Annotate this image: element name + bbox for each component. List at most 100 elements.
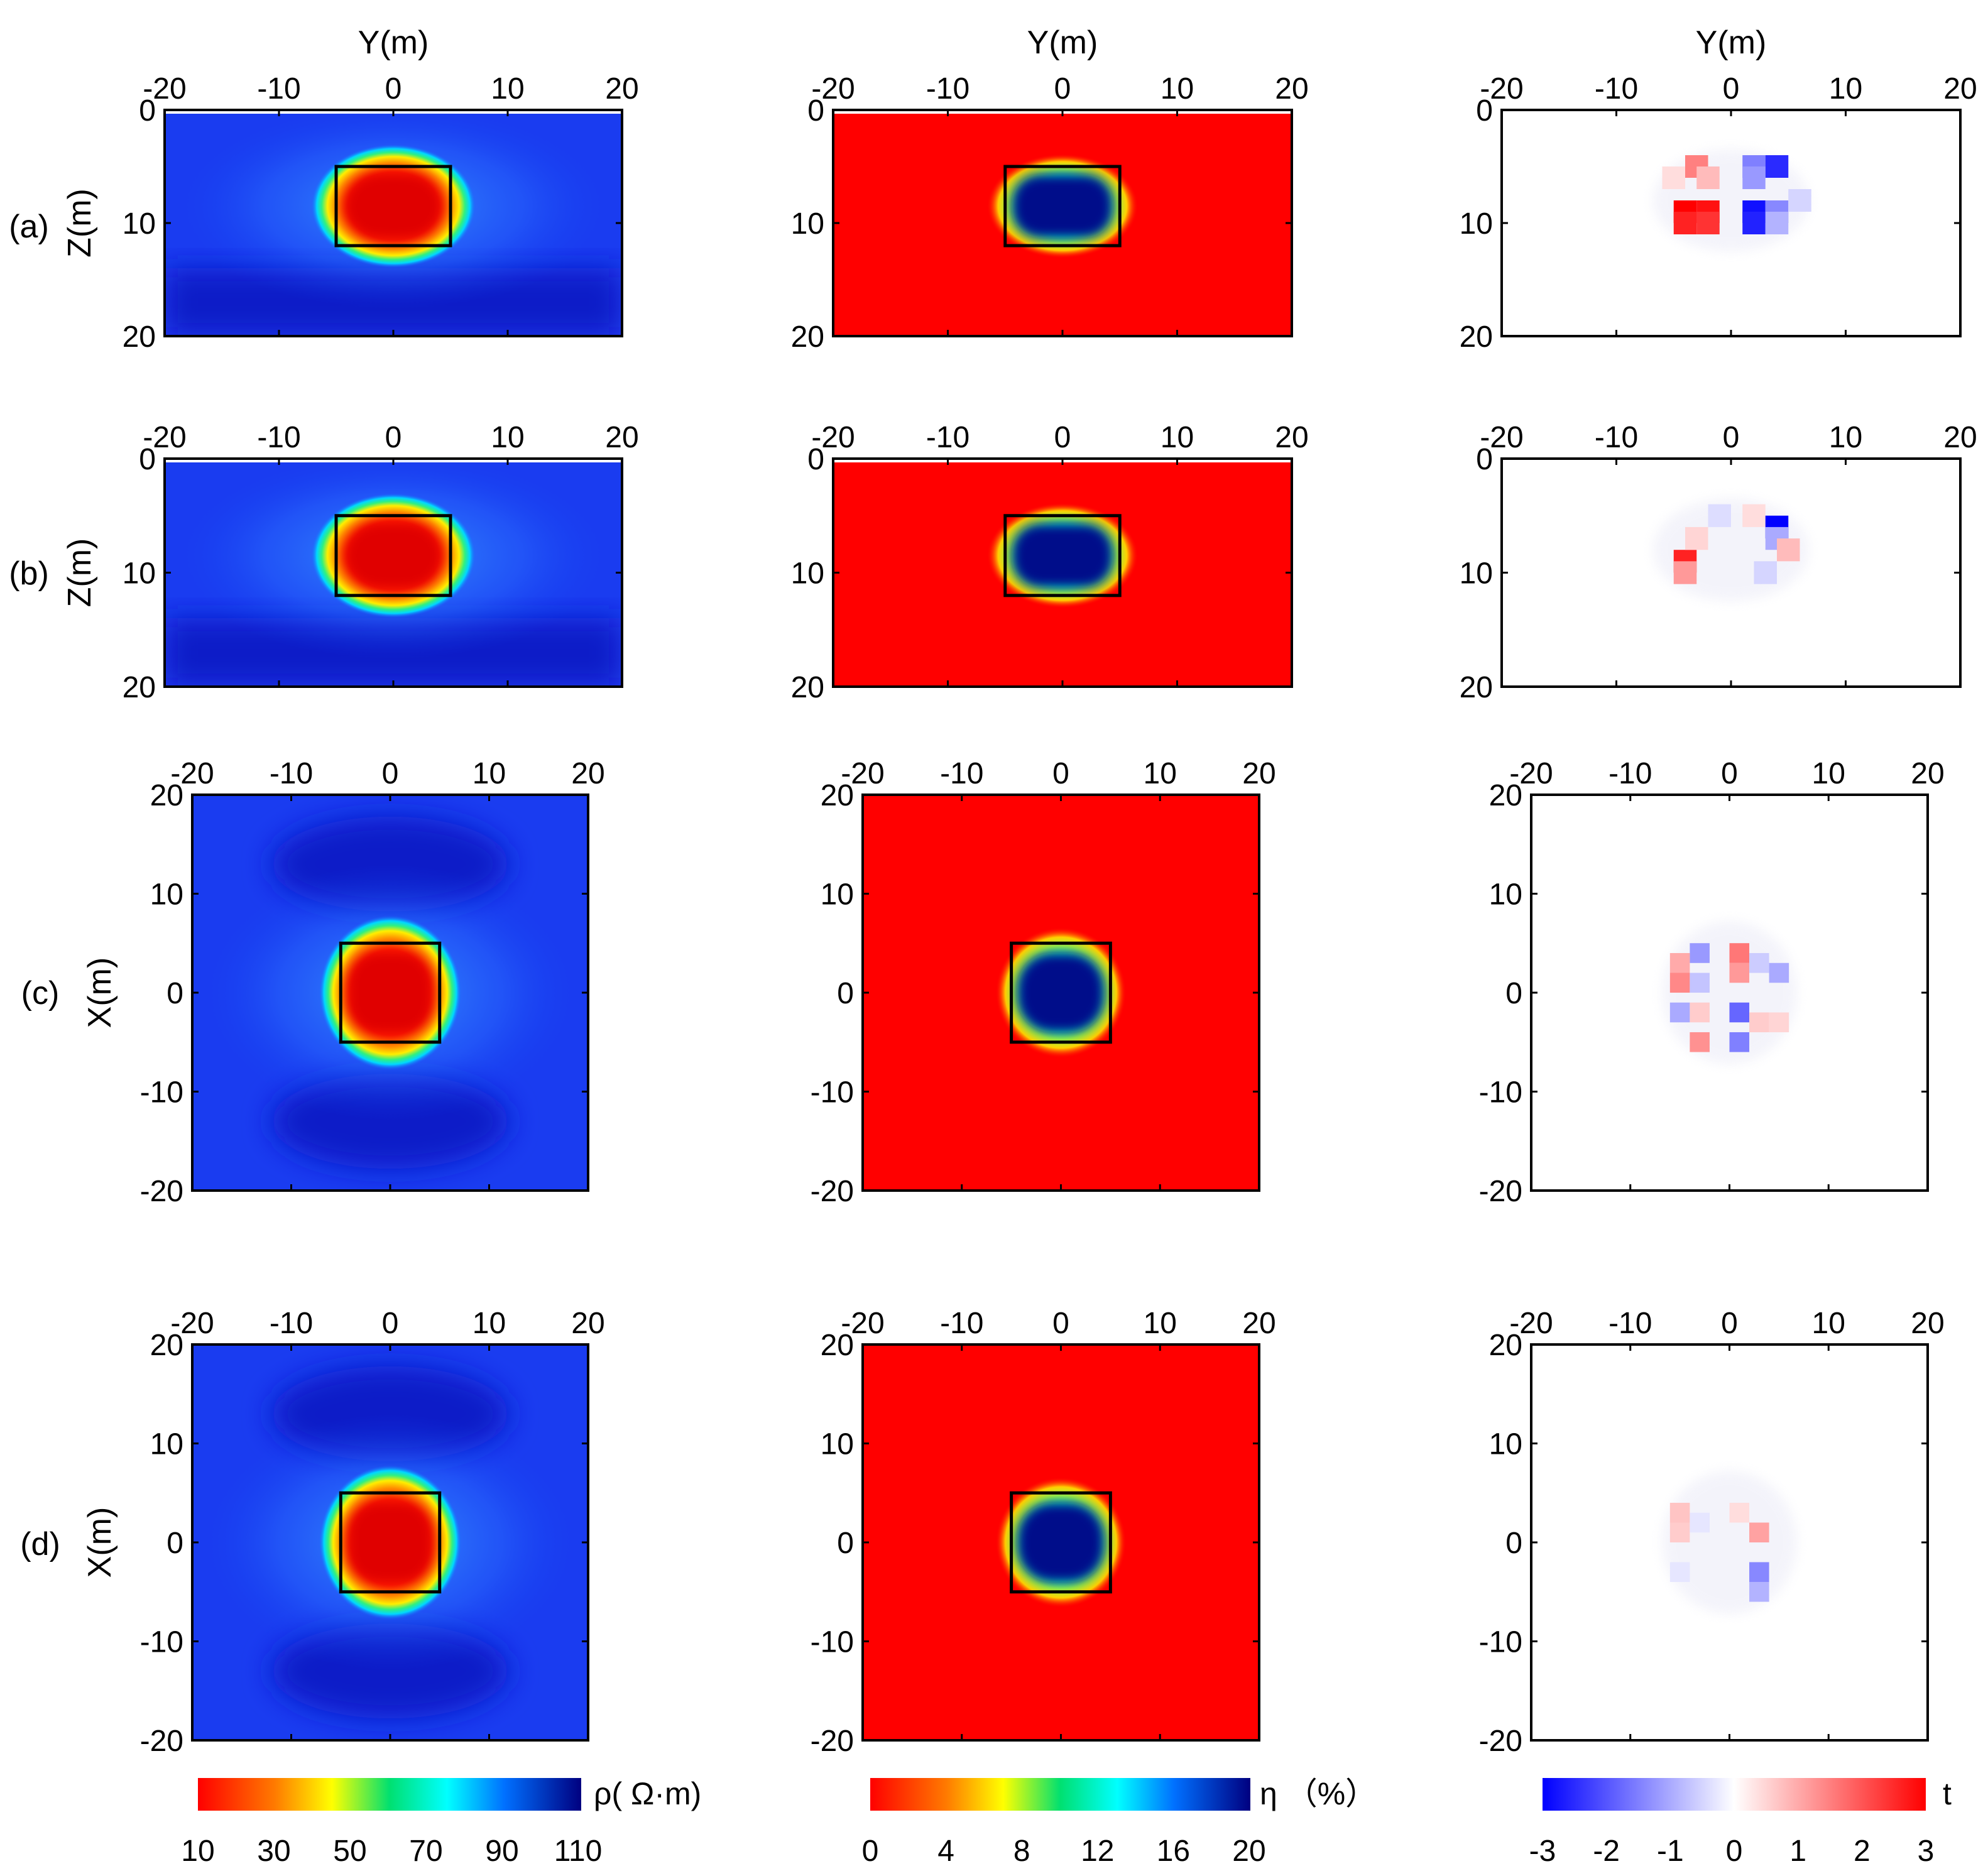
y-axis-title: Z(m) (62, 188, 98, 258)
y-tick-label: 0 (1476, 94, 1493, 128)
x-tick-label: 0 (1721, 1307, 1738, 1340)
y-tick-label: 20 (123, 671, 156, 704)
data-cell (1729, 1032, 1750, 1052)
x-tick-label: -10 (940, 757, 983, 790)
panel-b1: -20 -10 0 10 20 0 10 20 Z(m) (62, 421, 639, 704)
colorbar-tick-label: 3 (1918, 1835, 1935, 1868)
anomaly-box (334, 165, 452, 248)
y-tick-label: 0 (837, 1527, 854, 1560)
x-tick-label: -10 (270, 1307, 313, 1340)
x-tick-label: 10 (1144, 1307, 1177, 1340)
anomaly-center (348, 953, 432, 1032)
y-tick-label: 20 (791, 320, 824, 354)
x-tick-label: 10 (1144, 757, 1177, 790)
x-tick-label: 10 (1812, 757, 1845, 790)
x-tick-label: 0 (1723, 421, 1740, 454)
y-tick-label: -10 (811, 1626, 854, 1659)
x-tick-label: -10 (1608, 1307, 1652, 1340)
y-tick-label: 0 (1505, 1527, 1522, 1560)
x-axis-title: Y(m) (1027, 25, 1098, 61)
colorbar-chargeability: η （%） 0 4 8 12 16 20 (862, 1776, 1377, 1868)
anomaly-center (348, 1503, 432, 1582)
y-tick-label: 10 (791, 207, 824, 241)
data-cell (1749, 1581, 1769, 1602)
colorbar-tick-label: 2 (1854, 1835, 1871, 1868)
x-tick-label: -20 (1509, 1307, 1553, 1340)
anomaly-box (339, 941, 442, 1044)
panel-a1: -20 -10 0 10 20 0 10 20 Y(m) Z(m) (62, 25, 639, 354)
anomaly-core (1012, 523, 1113, 588)
colorbar-tick-label: 12 (1081, 1835, 1114, 1868)
plot-area-b2 (833, 459, 1292, 687)
data-cell (1690, 943, 1710, 963)
plot-area-a1 (165, 110, 622, 336)
data-cell (1690, 1512, 1710, 1533)
y-tick-label: 0 (807, 94, 824, 128)
y-tick-label: 10 (821, 1428, 854, 1461)
x-tick-label: -20 (1480, 421, 1523, 454)
x-tick-label: -20 (170, 1307, 214, 1340)
x-tick-label: 20 (605, 421, 638, 454)
colorbar-tick-label: 0 (1726, 1835, 1743, 1868)
data-cell (1729, 963, 1750, 983)
data-cell (1769, 963, 1789, 983)
anomaly-center (345, 523, 442, 588)
panel-a3: -20 -10 0 10 20 0 10 20 Y(m) (1460, 25, 1977, 354)
colorbar-resistivity: ρ( Ω·m) 10 30 50 70 90 110 (181, 1776, 701, 1868)
y-tick-label: 0 (807, 443, 824, 476)
x-tick-label: 20 (571, 757, 604, 790)
x-tick-label: 0 (382, 757, 399, 790)
x-axis-title: Y(m) (358, 25, 429, 61)
y-tick-label: 20 (150, 1329, 183, 1362)
x-tick-label: -10 (1595, 421, 1638, 454)
anomaly-box (339, 1491, 442, 1594)
x-tick-label: 10 (472, 1307, 506, 1340)
y-tick-label: 0 (167, 1527, 183, 1560)
data-cell (1690, 1032, 1710, 1052)
data-cell (1749, 1522, 1769, 1543)
anomaly-box (1003, 165, 1122, 248)
y-tick-label: -10 (140, 1626, 183, 1659)
data-cell (1754, 561, 1777, 584)
colorbar-tick-label: 20 (1232, 1835, 1265, 1868)
data-cell (1696, 166, 1720, 189)
plot-area-b1 (165, 459, 622, 687)
data-cell (1788, 189, 1811, 212)
x-tick-label: -20 (811, 72, 855, 106)
y-tick-label: 10 (150, 878, 183, 912)
x-tick-label: -20 (1480, 72, 1523, 106)
panel-grid: -20 -10 0 10 20 0 10 20 Y(m) Z(m) -20 -10 0 10 20 0 10 20… (62, 25, 1977, 1758)
x-tick-label: 20 (1242, 1307, 1275, 1340)
x-tick-label: 10 (1161, 421, 1194, 454)
x-tick-label: 10 (1812, 1307, 1845, 1340)
y-tick-label: 20 (123, 320, 156, 354)
x-tick-label: 20 (1275, 421, 1308, 454)
plot-area-a2 (833, 110, 1292, 336)
y-tick-label: 10 (1489, 1428, 1522, 1461)
x-tick-label: -10 (940, 1307, 983, 1340)
data-cell (1769, 1012, 1789, 1033)
data-cell (1742, 212, 1766, 234)
data-cell (1673, 561, 1697, 584)
x-tick-label: 0 (382, 1307, 399, 1340)
colorbar-ramp (198, 1778, 581, 1811)
data-cell (1749, 1562, 1769, 1583)
plot-area-d1 (192, 1344, 588, 1740)
colorbar-tick-label: 10 (181, 1835, 214, 1868)
data-cell (1742, 166, 1766, 189)
y-tick-label: 10 (1460, 207, 1493, 241)
data-cell (1777, 538, 1800, 562)
data-cell (1690, 1002, 1710, 1023)
x-tick-label: 0 (385, 421, 402, 454)
y-tick-label: 20 (791, 671, 824, 704)
data-cell (1669, 1002, 1690, 1023)
y-tick-label: 0 (139, 94, 156, 128)
data-cell (1708, 504, 1731, 527)
y-tick-label: -20 (140, 1725, 183, 1758)
data-cell (1669, 1562, 1690, 1583)
data-cell (1685, 526, 1708, 550)
colorbar-tick-label: -2 (1593, 1835, 1620, 1868)
data-cell (1749, 1012, 1769, 1033)
